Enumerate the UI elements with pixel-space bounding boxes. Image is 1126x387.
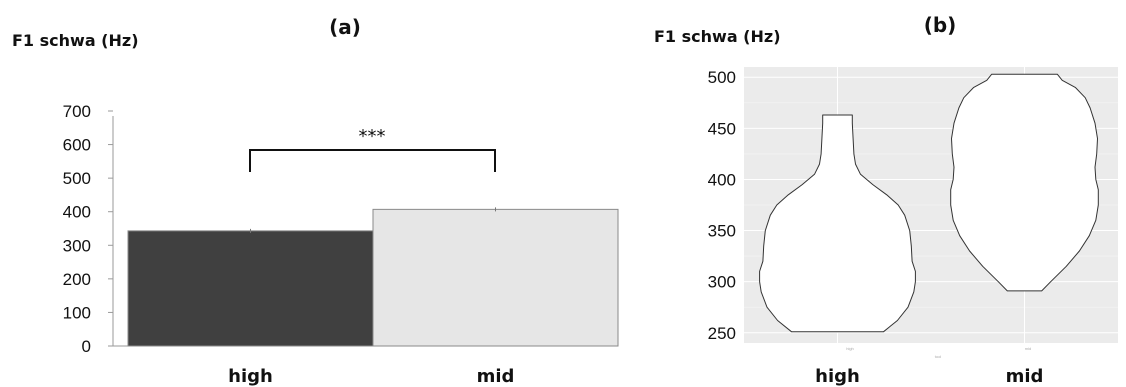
panel-b-ytick-label: 450 [708, 119, 736, 138]
faint-label-mid: mid [1025, 346, 1031, 351]
panel-a-category-label: high [228, 366, 273, 387]
panel-b-violins [759, 73, 1099, 333]
violin-mid [950, 73, 1099, 292]
panel-b-ytick-label: 250 [708, 324, 736, 343]
panel-a-ytick-label: 200 [63, 270, 91, 289]
panel-a-ytick-label: 700 [63, 102, 91, 121]
panel-a-ytick-label: 500 [63, 169, 91, 188]
panel-b-ytick-label: 350 [708, 222, 736, 241]
panel-a-ytick-label: 400 [63, 203, 91, 222]
bar-mid [372, 208, 619, 347]
panel-b-ytick-label: 500 [708, 68, 736, 87]
panel-b-yticks: 250 300 350 400 450 500 [708, 68, 736, 343]
panel-a-category-label: mid [477, 366, 515, 387]
panel-a-ylabel: F1 schwa (Hz) [12, 31, 139, 50]
significance-marker: *** [359, 126, 386, 147]
panel-a-title: (a) [329, 15, 361, 39]
panel-a-bars [127, 207, 619, 347]
panel-b-title: (b) [924, 13, 957, 37]
panel-a: F1 schwa (Hz) (a) 0 100 200 300 400 500 600 700… [12, 15, 619, 387]
violin-high [759, 114, 916, 333]
panel-b-category-label: high [815, 366, 860, 387]
panel-a-ytick-label: 0 [82, 337, 91, 356]
faint-label-high: high [846, 346, 854, 351]
faint-label-tool: tool [935, 354, 942, 359]
panel-b-categories: high mid [815, 366, 1043, 387]
significance-bracket [249, 149, 496, 172]
panel-b-ytick-label: 400 [708, 170, 736, 189]
panel-a-yticks: 0 100 200 300 400 500 600 700 [63, 102, 113, 356]
panel-b-ylabel: F1 schwa (Hz) [654, 27, 781, 46]
bar-high [127, 230, 374, 347]
panel-b: F1 schwa (Hz) (b) 250 300 350 400 450 500 hig… [654, 13, 1118, 387]
panel-a-categories: high mid [228, 366, 514, 387]
panel-b-category-label: mid [1006, 366, 1044, 387]
panel-a-ytick-label: 600 [63, 136, 91, 155]
panel-a-ytick-label: 100 [63, 303, 91, 322]
panel-a-ytick-label: 300 [63, 236, 91, 255]
panel-b-ytick-label: 300 [708, 273, 736, 292]
